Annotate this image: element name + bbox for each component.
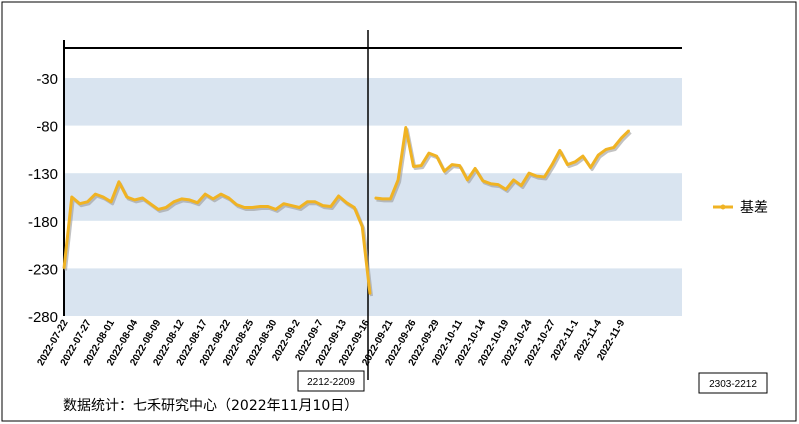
data-points bbox=[63, 126, 630, 295]
y-tick-label: -80 bbox=[36, 119, 58, 136]
data-point bbox=[165, 206, 167, 209]
grid-band bbox=[64, 268, 682, 316]
data-point bbox=[118, 181, 120, 183]
data-point bbox=[212, 198, 214, 200]
data-point bbox=[551, 163, 553, 166]
data-point bbox=[435, 155, 438, 157]
data-point bbox=[543, 176, 546, 178]
data-point bbox=[574, 161, 576, 163]
data-point bbox=[71, 196, 73, 198]
data-point bbox=[126, 196, 128, 198]
data-point bbox=[405, 126, 407, 129]
data-point bbox=[381, 198, 384, 200]
data-point bbox=[220, 193, 222, 195]
data-point bbox=[337, 195, 340, 197]
data-point bbox=[267, 205, 269, 208]
data-point bbox=[353, 206, 356, 209]
data-point bbox=[345, 201, 348, 204]
data-point bbox=[374, 197, 376, 199]
series-line bbox=[62, 126, 631, 295]
data-point bbox=[397, 179, 399, 181]
annotation-box-2303-2212: 2303-2212 bbox=[698, 372, 768, 394]
data-point bbox=[566, 163, 569, 166]
data-point bbox=[612, 146, 615, 149]
grid-band bbox=[64, 78, 682, 126]
data-point bbox=[605, 148, 607, 151]
data-point bbox=[94, 193, 97, 195]
data-point bbox=[86, 201, 89, 203]
data-point bbox=[520, 184, 523, 187]
data-point bbox=[528, 172, 530, 174]
data-point bbox=[180, 198, 183, 200]
legend-label: 基差 bbox=[740, 199, 768, 216]
data-point bbox=[628, 129, 630, 132]
data-point bbox=[389, 198, 392, 200]
data-point bbox=[173, 201, 175, 203]
data-point bbox=[102, 196, 104, 198]
data-point bbox=[474, 167, 476, 170]
data-point bbox=[582, 155, 584, 157]
data-point bbox=[451, 163, 453, 166]
data-point bbox=[204, 193, 206, 195]
data-point bbox=[597, 154, 600, 156]
data-point bbox=[63, 267, 65, 270]
data-point bbox=[497, 183, 500, 186]
data-point bbox=[428, 152, 430, 154]
data-point bbox=[361, 225, 364, 228]
data-point bbox=[110, 201, 112, 203]
data-point bbox=[290, 204, 293, 207]
data-point bbox=[535, 175, 538, 177]
data-point bbox=[443, 170, 446, 173]
series-line-segment bbox=[374, 126, 631, 201]
data-point bbox=[235, 203, 238, 206]
data-point bbox=[505, 188, 507, 191]
data-point bbox=[482, 180, 484, 182]
data-point bbox=[188, 199, 191, 201]
data-point bbox=[306, 201, 309, 203]
data-point bbox=[559, 149, 561, 152]
y-tick-label: -230 bbox=[28, 261, 58, 278]
data-point bbox=[298, 206, 301, 209]
data-point bbox=[420, 164, 423, 167]
data-point bbox=[282, 202, 285, 205]
data-point bbox=[512, 179, 515, 181]
data-point bbox=[412, 165, 415, 168]
y-tick-label: -130 bbox=[28, 166, 58, 183]
annotation-label: 2212-2209 bbox=[307, 377, 355, 388]
y-tick-label: -30 bbox=[36, 71, 58, 88]
data-point bbox=[620, 137, 623, 139]
legend: 基差 bbox=[713, 199, 768, 216]
data-point bbox=[251, 206, 254, 209]
legend-marker bbox=[720, 204, 726, 210]
annotation-box-2212-2209: 2212-2209 bbox=[297, 370, 365, 392]
data-point bbox=[589, 166, 592, 169]
data-point bbox=[322, 204, 324, 207]
data-point bbox=[228, 197, 230, 199]
grid-band bbox=[64, 173, 682, 221]
y-tick-label: -180 bbox=[28, 214, 58, 231]
y-axis-ticks: -30 -80 -130 -180 -230 -280 bbox=[28, 71, 58, 326]
data-point bbox=[466, 179, 469, 181]
source-note: 数据统计：七禾研究中心（2022年11月10日） bbox=[63, 398, 358, 414]
data-point bbox=[78, 202, 81, 205]
data-point bbox=[458, 164, 461, 167]
data-point bbox=[330, 205, 332, 208]
grid-bands bbox=[64, 78, 682, 316]
y-tick-label: -280 bbox=[28, 309, 58, 326]
data-point bbox=[314, 201, 316, 203]
data-point bbox=[141, 197, 144, 199]
data-point bbox=[259, 205, 262, 208]
data-point bbox=[243, 206, 246, 209]
series-line-segment bbox=[62, 180, 372, 295]
data-point bbox=[157, 208, 159, 211]
data-point bbox=[369, 293, 371, 295]
data-point bbox=[196, 201, 199, 204]
data-point bbox=[275, 208, 277, 211]
data-point bbox=[149, 202, 152, 205]
annotation-label: 2303-2212 bbox=[709, 379, 757, 390]
data-point bbox=[489, 182, 492, 185]
data-point bbox=[133, 199, 136, 201]
